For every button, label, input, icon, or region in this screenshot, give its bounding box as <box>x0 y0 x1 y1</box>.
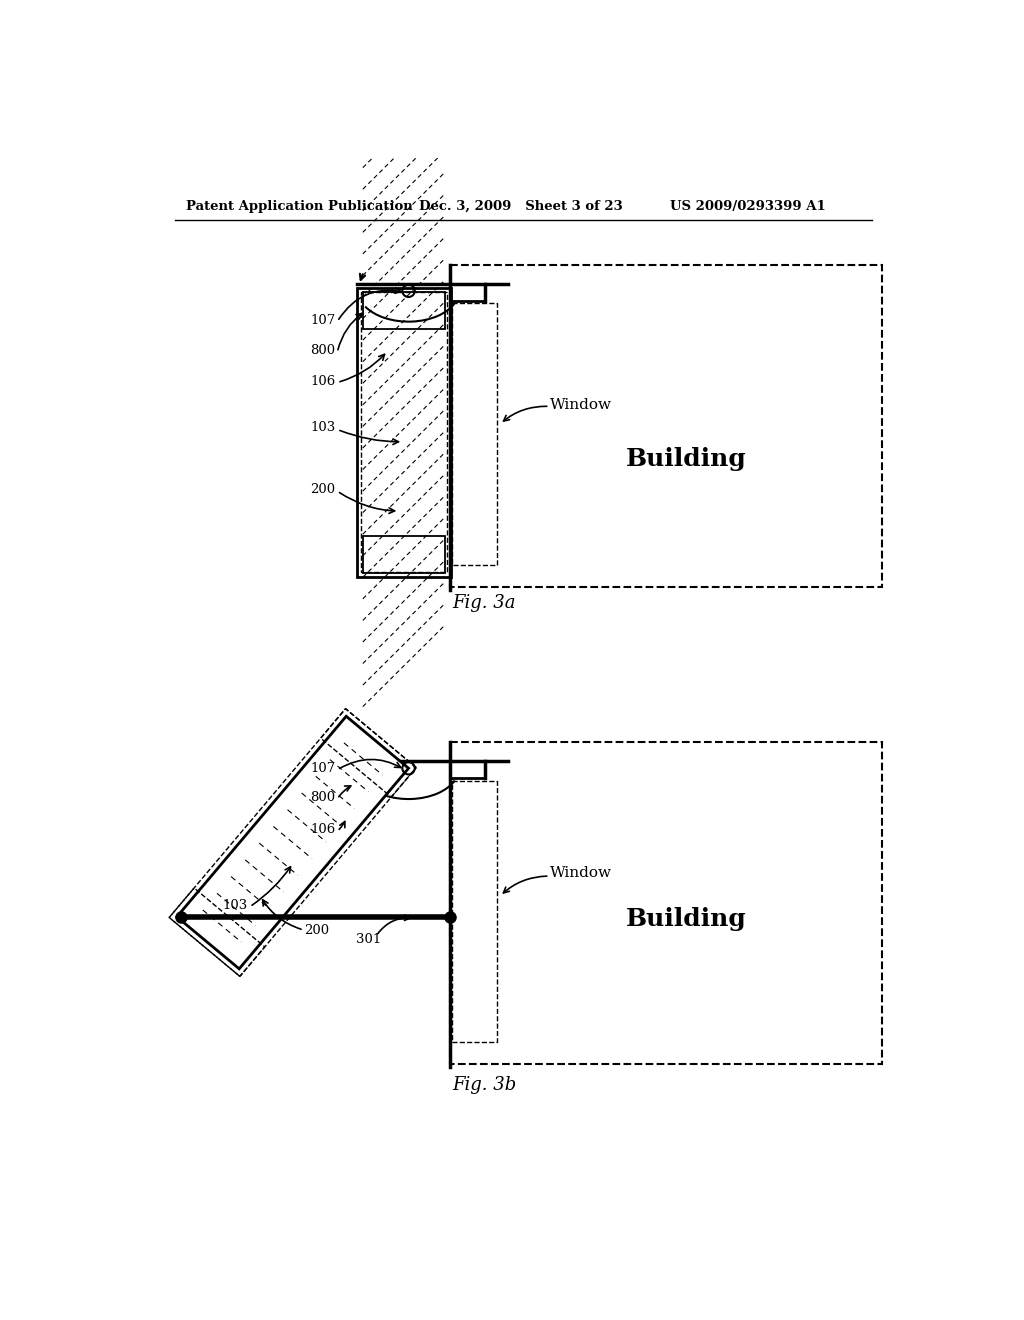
Text: Dec. 3, 2009   Sheet 3 of 23: Dec. 3, 2009 Sheet 3 of 23 <box>419 199 623 213</box>
Text: 301: 301 <box>355 933 381 946</box>
Text: 103: 103 <box>223 899 248 912</box>
Bar <box>356 288 452 577</box>
Text: 200: 200 <box>304 924 330 937</box>
Text: 106: 106 <box>310 375 336 388</box>
Bar <box>452 304 497 565</box>
Text: US 2009/0293399 A1: US 2009/0293399 A1 <box>671 199 826 213</box>
Polygon shape <box>177 717 409 969</box>
Text: 107: 107 <box>310 762 336 775</box>
Text: Patent Application Publication: Patent Application Publication <box>186 199 413 213</box>
Text: Building: Building <box>626 907 746 931</box>
Text: 800: 800 <box>310 345 336 358</box>
Bar <box>450 742 882 1064</box>
Text: 103: 103 <box>310 421 336 434</box>
Bar <box>361 293 446 572</box>
Text: 106: 106 <box>310 824 336 837</box>
Text: 200: 200 <box>310 483 336 496</box>
Text: Fig. 3b: Fig. 3b <box>453 1076 517 1094</box>
Text: 107: 107 <box>310 314 336 326</box>
Bar <box>452 780 497 1043</box>
Text: Building: Building <box>626 446 746 471</box>
Bar <box>362 293 445 330</box>
Bar <box>450 264 882 586</box>
Text: Window: Window <box>550 866 612 880</box>
Text: Fig. 3a: Fig. 3a <box>453 594 516 612</box>
Text: 800: 800 <box>310 791 336 804</box>
Bar <box>362 536 445 573</box>
Text: Window: Window <box>550 397 612 412</box>
